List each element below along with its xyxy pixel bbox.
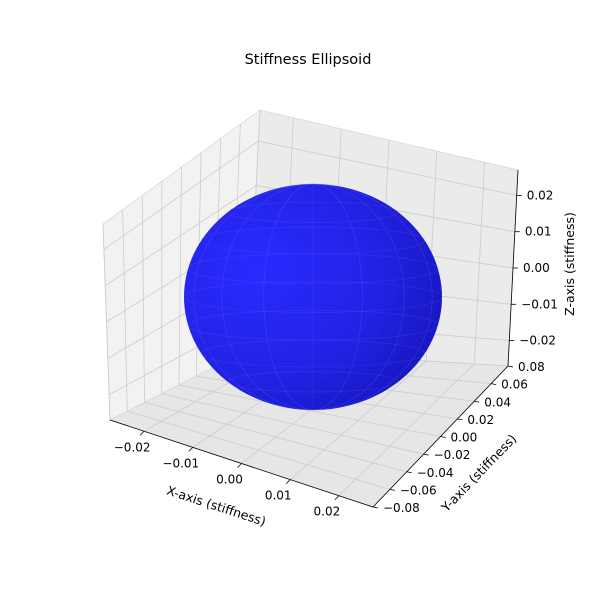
x-axis-label: X-axis (stiffness)	[165, 483, 268, 529]
z-tick-label: 0.01	[525, 225, 552, 239]
x-tick-label: −0.02	[114, 440, 151, 454]
x-tick-mark	[335, 496, 339, 500]
x-tick-label: 0.01	[265, 489, 292, 503]
y-tick-label: 0.00	[451, 431, 478, 445]
z-tick-label: −0.02	[519, 334, 556, 348]
chart-title: Stiffness Ellipsoid	[245, 52, 372, 68]
z-tick-label: −0.01	[521, 297, 558, 311]
y-tick-label: −0.04	[417, 466, 454, 480]
y-tick-mark	[457, 419, 462, 420]
x-tick-label: 0.00	[216, 473, 243, 487]
z-tick-label: 0.02	[527, 188, 554, 202]
y-tick-label: −0.02	[434, 448, 471, 462]
x-tick-mark	[189, 447, 193, 451]
x-tick-label: −0.01	[162, 456, 199, 470]
y-tick-label: 0.04	[484, 395, 511, 409]
y-tick-label: −0.08	[383, 501, 420, 515]
z-axis-label: Z-axis (stiffness)	[562, 212, 577, 316]
y-tick-mark	[373, 507, 378, 508]
y-tick-label: 0.06	[501, 378, 528, 392]
y-tick-mark	[407, 472, 412, 473]
y-tick-mark	[424, 454, 429, 455]
y-tick-mark	[441, 437, 446, 438]
x-tick-mark	[140, 431, 144, 435]
y-tick-label: −0.06	[400, 483, 437, 497]
y-tick-label: 0.08	[518, 360, 545, 374]
z-tick-label: 0.00	[523, 261, 550, 275]
y-tick-mark	[474, 401, 479, 402]
y-tick-label: 0.02	[467, 413, 494, 427]
y-tick-mark	[508, 366, 513, 367]
y-tick-mark	[390, 489, 395, 490]
x-tick-mark	[286, 480, 290, 484]
x-tick-mark	[238, 464, 242, 468]
x-tick-label: 0.02	[314, 505, 341, 519]
y-tick-mark	[491, 384, 496, 385]
